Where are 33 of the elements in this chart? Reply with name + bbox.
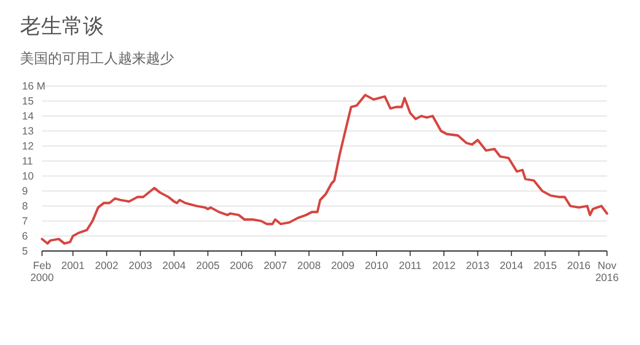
- y-tick-label: 14: [22, 110, 34, 123]
- x-tick-label: 2011: [398, 260, 422, 272]
- y-tick-label: 5: [22, 246, 28, 258]
- y-tick-label: 6: [22, 230, 28, 243]
- x-tick-label: 2015: [533, 260, 557, 272]
- x-tick-label: 2003: [128, 260, 152, 272]
- y-tick-label: 10: [22, 170, 34, 183]
- y-tick-label: 11: [22, 156, 34, 168]
- x-tick-label: 2010: [364, 260, 388, 272]
- x-tick-label: Nov 2016: [595, 260, 619, 284]
- x-tick-label: 2004: [162, 260, 186, 272]
- x-tick-label: 2001: [61, 260, 85, 272]
- line-series: [40, 94, 608, 245]
- y-tick-label: 7: [22, 216, 28, 228]
- x-tick-label: 2013: [466, 260, 490, 272]
- x-tick-label: 2002: [94, 260, 118, 272]
- y-tick-label: 12: [22, 140, 34, 153]
- y-tick-label: 13: [22, 126, 34, 138]
- y-tick-label: 9: [22, 186, 28, 198]
- x-tick-label: 2016: [567, 260, 591, 272]
- x-tick-label: 2008: [297, 260, 321, 272]
- x-tick-label: Feb 2000: [30, 260, 54, 284]
- y-tick-label: 15: [22, 96, 34, 108]
- x-tick-label: 2007: [264, 260, 288, 272]
- x-tick-label: 2009: [331, 260, 355, 272]
- x-tick-label: 2014: [500, 260, 524, 272]
- chart-subtitle: 美国的可用工人越来越少: [20, 50, 174, 66]
- y-tick-label: 8: [22, 200, 28, 213]
- x-tick-label: 2006: [230, 260, 254, 272]
- chart-title: 老生常谈: [20, 15, 104, 38]
- x-tick-label: 2012: [432, 260, 456, 272]
- y-tick-label: 16 M: [22, 80, 46, 93]
- x-tick-label: 2005: [196, 260, 220, 272]
